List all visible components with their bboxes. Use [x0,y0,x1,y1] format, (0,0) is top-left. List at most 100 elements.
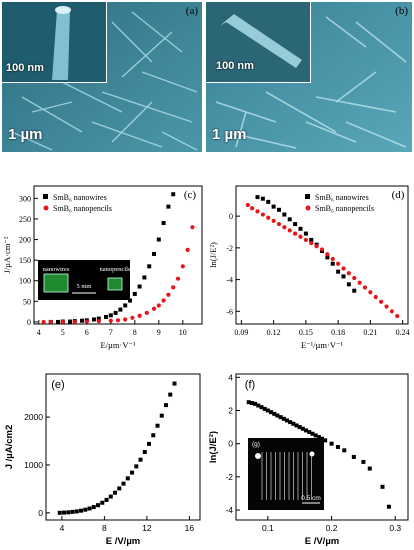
data-point [151,306,157,311]
data-point [92,317,96,322]
data-point [330,261,335,266]
y-tick-label: 0 [228,439,233,449]
data-point [293,222,298,227]
data-point [281,416,286,421]
x-tick-label: 0.18 [331,328,345,337]
data-point [297,425,302,430]
data-point [83,507,88,512]
data-point [362,285,368,290]
y-tick-label: 0 [27,318,31,327]
data-point [271,204,276,209]
y-tick-label: 0 [38,508,43,518]
y-tick-label: 4 [228,372,233,382]
data-point [108,313,113,318]
data-point [108,318,113,323]
data-point [277,207,281,212]
x-tick-label: 0.1 [262,523,274,533]
data-point [310,431,315,436]
data-point [294,423,299,428]
data-point [368,290,373,295]
data-point [336,269,341,274]
data-point [113,310,118,315]
data-point [291,421,296,426]
data-point [166,204,171,209]
data-point [384,304,389,309]
x-axis-label: E⁻¹/µm·V⁻¹ [301,340,344,350]
x-axis-label: E /V/µm [106,536,141,547]
data-point [316,435,321,440]
data-point [342,448,347,453]
bright-spot [309,451,315,457]
y-axis-label: J/µA·cm⁻² [2,236,12,273]
data-point [282,212,287,217]
x-tick-label: 5 [61,328,65,337]
data-point [249,401,254,406]
data-point [275,413,280,418]
y-tick-label: -2 [225,472,233,482]
data-point [96,316,101,321]
data-point [304,428,309,433]
data-point [180,264,185,269]
y-tick-label: 50 [23,297,31,306]
data-point [84,319,89,324]
data-point [271,218,276,223]
data-point [287,228,292,233]
data-point [171,192,176,197]
legend-entry: SmB₆ nanopencils [53,204,112,213]
data-point [74,509,79,514]
data-point [57,510,62,515]
data-point [123,317,128,322]
data-point [379,299,384,304]
data-point [100,500,105,505]
sem-inset-a: 100 nm [2,2,107,83]
chart-d-fn-plot: 0.09 0.12 0.15 0.18 0.21 0.24 -6 -4 -2 0 E⁻¹/µm·V⁻… [208,185,410,350]
data-point [104,314,108,319]
data-point [166,292,171,297]
data-point [151,433,156,438]
panel-label-c: (c) [184,189,197,201]
data-point [118,307,123,312]
y-tick-label: 300 [19,194,31,203]
data-point [128,298,132,303]
data-point [260,212,265,217]
data-point [298,234,303,239]
y-axis-label: ln(J/E²) [208,242,218,268]
x-tick-label: 7 [109,328,113,337]
bright-spot [255,453,261,459]
emission-spot-nanopencils [107,277,123,291]
inset-scale-label-b: 100 nm [216,60,254,72]
data-point [56,319,60,324]
data-point [190,225,195,230]
data-point [172,381,177,386]
data-point [168,392,173,397]
data-point [255,195,260,200]
plot-frame [235,373,409,521]
data-point [72,319,77,325]
data-point [341,266,346,271]
legend-marker [43,205,49,211]
data-point [303,231,308,236]
data-point [373,294,378,300]
data-point [357,280,362,285]
data-point [171,285,176,290]
data-point [250,206,255,211]
data-point [175,276,181,281]
x-tick-label: 4 [37,328,41,337]
legend-marker [305,205,311,211]
data-point [161,221,166,226]
x-axis-label: E /V/µm [305,536,340,547]
data-point [341,274,346,279]
data-point [41,319,46,325]
panel-label-f: (f) [245,379,255,391]
data-point [164,403,169,408]
data-point [123,303,128,308]
nanopencil-tip-image [206,2,310,82]
panel-label-b: (b) [395,5,408,17]
data-point [346,271,351,276]
y-tick-label: 2 [228,406,233,416]
y-tick-label: 1000 [24,460,43,470]
data-point [351,454,356,459]
legend-marker [305,194,310,199]
data-point [115,318,121,323]
data-point [367,466,372,471]
